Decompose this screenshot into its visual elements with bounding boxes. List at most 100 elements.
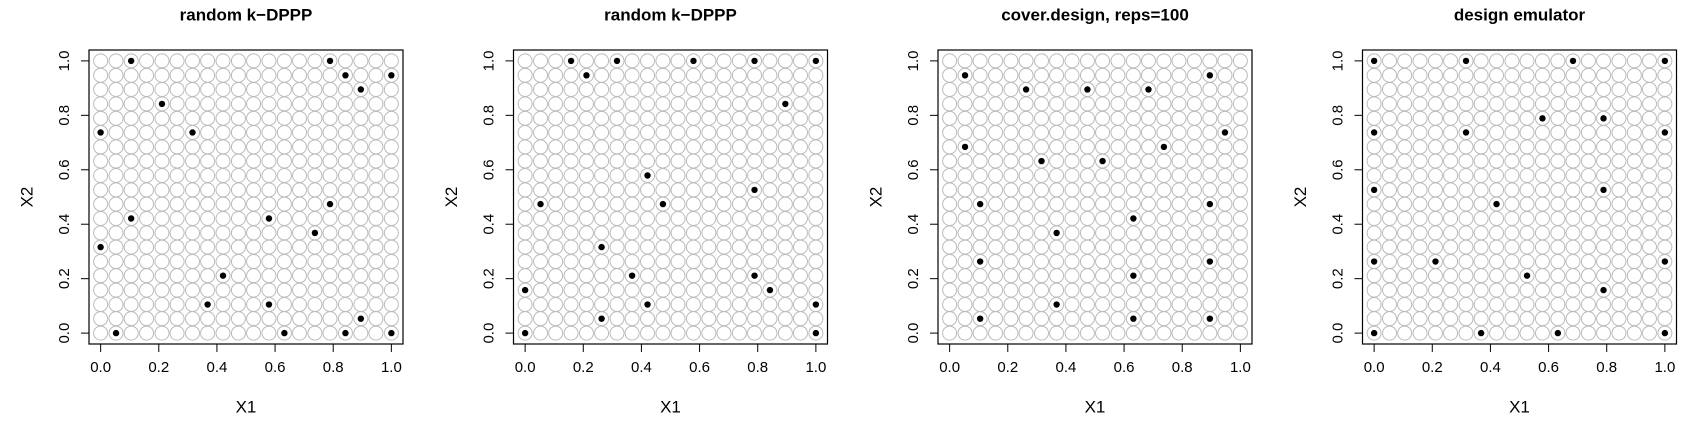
candidate-point bbox=[1140, 225, 1156, 241]
candidate-point bbox=[353, 153, 369, 169]
y-tick-label: 0.2 bbox=[905, 268, 922, 289]
candidate-point bbox=[1504, 254, 1520, 270]
candidate-point bbox=[1473, 268, 1489, 284]
candidate-point bbox=[533, 282, 549, 298]
candidate-point bbox=[731, 96, 747, 112]
candidate-point bbox=[685, 53, 701, 69]
candidate-point bbox=[1580, 110, 1596, 126]
candidate-point bbox=[1232, 124, 1248, 140]
candidate-point bbox=[1565, 254, 1581, 270]
candidate-point bbox=[337, 268, 353, 284]
candidate-point bbox=[1095, 167, 1111, 183]
candidate-point bbox=[685, 325, 701, 341]
candidate-point bbox=[353, 110, 369, 126]
candidate-point bbox=[200, 153, 216, 169]
candidate-point bbox=[215, 67, 231, 83]
candidate-point bbox=[169, 311, 185, 327]
candidate-point bbox=[517, 268, 533, 284]
candidate-point bbox=[383, 196, 399, 212]
candidate-point bbox=[1018, 225, 1034, 241]
candidate-point bbox=[1186, 153, 1202, 169]
candidate-point bbox=[1110, 139, 1126, 155]
selected-point bbox=[751, 57, 758, 65]
candidate-point bbox=[1504, 311, 1520, 327]
candidate-point bbox=[548, 53, 564, 69]
candidate-point bbox=[1458, 110, 1474, 126]
candidate-point bbox=[1489, 254, 1505, 270]
candidate-point bbox=[1580, 182, 1596, 198]
candidate-point bbox=[624, 96, 640, 112]
candidate-point bbox=[957, 239, 973, 255]
candidate-point bbox=[972, 153, 988, 169]
candidate-point bbox=[1095, 325, 1111, 341]
candidate-point bbox=[747, 67, 763, 83]
selected-point bbox=[1130, 272, 1137, 279]
candidate-point bbox=[123, 167, 139, 183]
y-axis-label: X2 bbox=[17, 187, 36, 208]
candidate-point bbox=[731, 254, 747, 270]
candidate-point bbox=[701, 153, 717, 169]
candidate-point bbox=[185, 196, 201, 212]
candidate-point bbox=[1171, 268, 1187, 284]
candidate-point bbox=[1156, 110, 1172, 126]
candidate-point bbox=[1079, 196, 1095, 212]
candidate-point bbox=[762, 153, 778, 169]
candidate-point bbox=[670, 53, 686, 69]
candidate-point bbox=[185, 67, 201, 83]
candidate-point bbox=[1186, 124, 1202, 140]
candidate-point bbox=[533, 139, 549, 155]
candidate-point bbox=[1003, 268, 1019, 284]
candidate-point bbox=[957, 297, 973, 313]
candidate-point bbox=[670, 239, 686, 255]
candidate-point bbox=[731, 81, 747, 97]
candidate-point bbox=[337, 225, 353, 241]
candidate-point bbox=[808, 254, 824, 270]
selected-point bbox=[342, 72, 349, 79]
candidate-point bbox=[1412, 239, 1428, 255]
candidate-point bbox=[685, 182, 701, 198]
selected-point bbox=[1206, 72, 1214, 79]
candidate-point bbox=[383, 239, 399, 255]
candidate-point bbox=[731, 124, 747, 140]
selected-point bbox=[583, 72, 590, 79]
candidate-point bbox=[792, 211, 808, 227]
candidate-point bbox=[1657, 311, 1673, 327]
candidate-point bbox=[747, 282, 763, 298]
candidate-point bbox=[261, 53, 277, 69]
candidate-point bbox=[1156, 167, 1172, 183]
candidate-point bbox=[139, 225, 155, 241]
candidate-point bbox=[1443, 282, 1459, 298]
candidate-point bbox=[1443, 167, 1459, 183]
candidate-point bbox=[93, 311, 109, 327]
candidate-point bbox=[548, 139, 564, 155]
candidate-point bbox=[1232, 268, 1248, 284]
candidate-point bbox=[154, 167, 170, 183]
candidate-point bbox=[1550, 268, 1566, 284]
candidate-point bbox=[230, 297, 246, 313]
x-tick-label: 0.4 bbox=[1055, 359, 1076, 376]
candidate-point bbox=[1397, 211, 1413, 227]
candidate-point bbox=[548, 182, 564, 198]
candidate-point bbox=[533, 153, 549, 169]
candidate-point bbox=[655, 67, 671, 83]
candidate-point bbox=[578, 268, 594, 284]
selected-point bbox=[598, 315, 605, 322]
selected-point bbox=[1206, 200, 1214, 208]
candidate-point bbox=[1095, 239, 1111, 255]
candidate-point bbox=[246, 225, 262, 241]
candidate-point bbox=[1397, 268, 1413, 284]
candidate-point bbox=[762, 53, 778, 69]
candidate-point bbox=[1366, 81, 1382, 97]
candidate-point bbox=[1550, 153, 1566, 169]
candidate-point bbox=[731, 196, 747, 212]
candidate-point bbox=[548, 96, 564, 112]
candidate-point bbox=[1657, 239, 1673, 255]
candidate-point bbox=[1079, 325, 1095, 341]
candidate-point bbox=[792, 196, 808, 212]
candidate-point bbox=[123, 81, 139, 97]
candidate-point bbox=[957, 268, 973, 284]
candidate-point bbox=[1412, 225, 1428, 241]
candidate-point bbox=[640, 139, 656, 155]
candidate-point bbox=[1217, 53, 1233, 69]
